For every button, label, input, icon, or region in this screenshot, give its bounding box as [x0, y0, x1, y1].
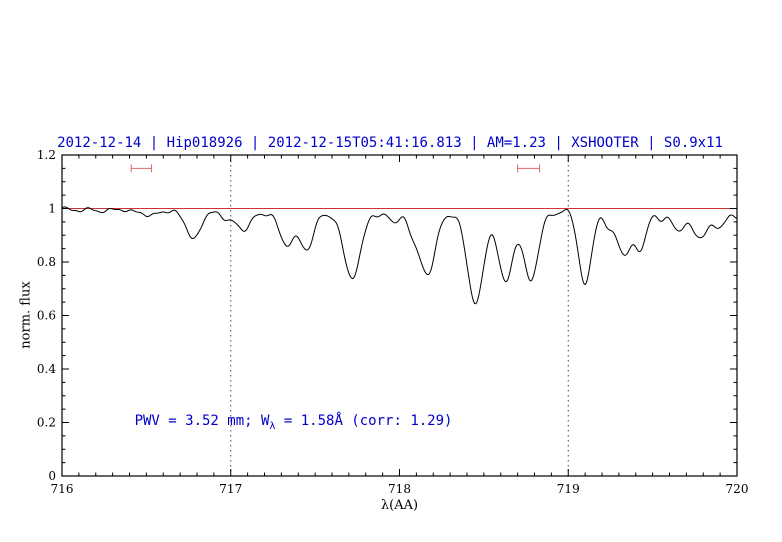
plot-title: 2012-12-14 | Hip018926 | 2012-12-15T05:4… [57, 135, 723, 151]
pwv-annotation-prefix: PWV = 3.52 mm; W [134, 412, 270, 429]
svg-text:0: 0 [48, 469, 56, 483]
svg-text:0.6: 0.6 [37, 309, 56, 323]
svg-text:1.2: 1.2 [37, 148, 56, 162]
pwv-annotation-suffix: = 1.58Å (corr: 1.29) [275, 412, 453, 429]
svg-text:1: 1 [48, 202, 56, 216]
svg-text:719: 719 [557, 482, 580, 496]
svg-text:718: 718 [388, 482, 411, 496]
x-axis-label: λ(AA) [380, 498, 419, 513]
pwv-annotation-sub: λ [269, 420, 276, 432]
svg-text:0.4: 0.4 [37, 362, 56, 376]
pwv-annotation: PWV = 3.52 mm; Wλ = 1.58Å (corr: 1.29) [135, 413, 453, 432]
svg-text:0.8: 0.8 [37, 255, 56, 269]
svg-text:0.2: 0.2 [37, 416, 56, 430]
svg-text:717: 717 [219, 482, 242, 496]
svg-text:716: 716 [51, 482, 74, 496]
svg-text:720: 720 [726, 482, 749, 496]
